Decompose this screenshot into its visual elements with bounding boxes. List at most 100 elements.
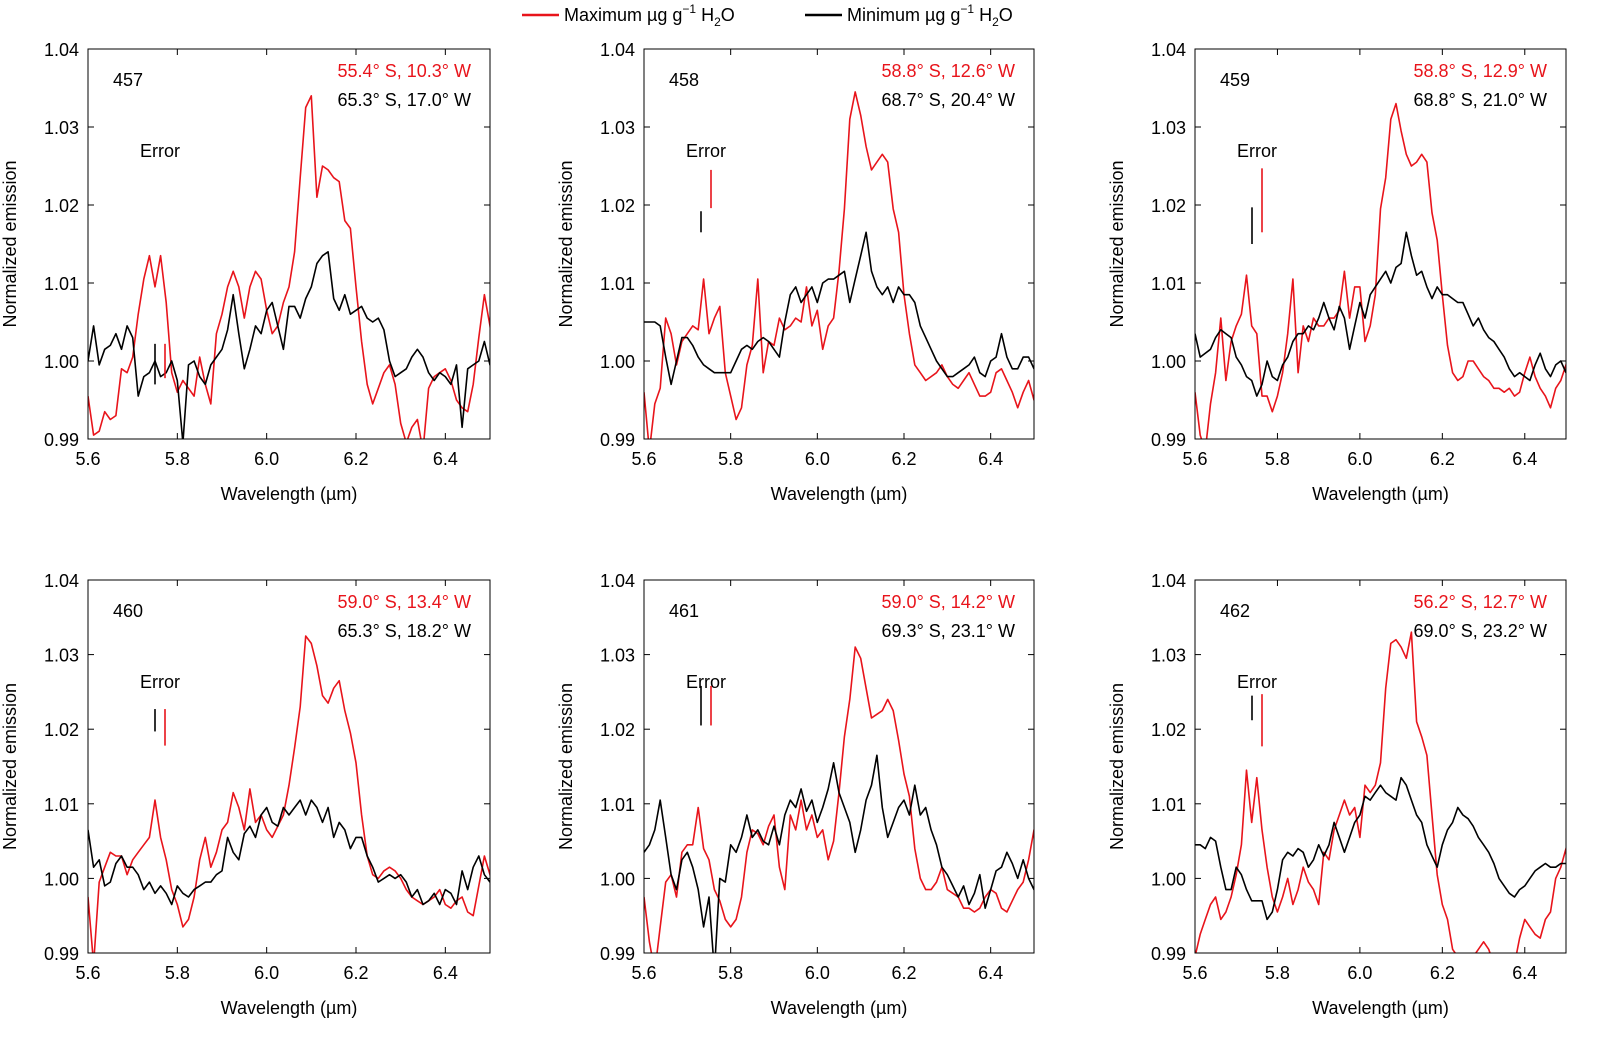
error-label: Error [1237,141,1277,161]
x-tick-label: 6.0 [805,963,830,983]
y-tick-label: 1.04 [44,40,79,60]
y-tick-label: 0.99 [44,430,79,450]
x-axis-label: Wavelength (µm) [771,484,908,504]
y-axis-label: Normalized emission [0,683,20,850]
x-tick-label: 6.4 [433,449,458,469]
y-tick-label: 1.03 [44,118,79,138]
y-tick-label: 1.03 [600,646,635,666]
min-coordinate: 68.8° S, 21.0° W [1414,90,1547,110]
chart-panel-460: 0.99 1.00 1.01 1.02 1.03 1.04 5.6 5.8 6.0 6.2 6.4 W… [0,571,491,1018]
max-coordinate: 58.8° S, 12.9° W [1414,61,1547,81]
x-tick-label: 5.6 [75,963,100,983]
x-tick-label: 6.2 [1430,449,1455,469]
x-tick-label: 6.4 [1512,449,1537,469]
legend-max-label: Maximum µg g−1 H2O [564,2,735,29]
panel-id: 462 [1220,601,1250,621]
y-tick-label: 1.03 [600,118,635,138]
y-tick-label: 1.01 [600,274,635,294]
y-tick-label: 1.01 [44,274,79,294]
y-tick-label: 1.00 [1151,869,1186,889]
max-coordinate: 59.0° S, 14.2° W [882,592,1015,612]
x-tick-label: 6.4 [978,449,1003,469]
min-coordinate: 69.3° S, 23.1° W [882,621,1015,641]
y-tick-label: 1.02 [1151,196,1186,216]
y-axis-label: Normalized emission [1107,683,1127,850]
x-tick-label: 5.8 [1265,449,1290,469]
y-tick-label: 1.04 [600,40,635,60]
x-tick-label: 6.0 [254,449,279,469]
x-tick-label: 6.2 [1430,963,1455,983]
y-tick-label: 1.00 [1151,352,1186,372]
chart-panel-459: 0.99 1.00 1.01 1.02 1.03 1.04 5.6 5.8 6.0 6.2 6.4 W… [1107,40,1567,504]
y-tick-label: 1.04 [44,571,79,591]
y-tick-label: 1.02 [600,720,635,740]
x-tick-label: 6.2 [343,963,368,983]
series-line-maximum [88,635,490,953]
y-tick-label: 1.03 [1151,646,1186,666]
series-line-minimum [88,251,490,439]
x-axis-label: Wavelength (µm) [771,998,908,1018]
y-axis-label: Normalized emission [1107,160,1127,327]
chart-panel-458: 0.99 1.00 1.01 1.02 1.03 1.04 5.6 5.8 6.0 6.2 6.4 W… [556,40,1035,504]
x-tick-label: 5.8 [165,963,190,983]
min-coordinate: 65.3° S, 18.2° W [338,621,471,641]
panel-id: 461 [669,601,699,621]
panel-id: 457 [113,70,143,90]
plot-frame [1194,48,1567,440]
series-line-maximum [1195,631,1566,953]
plot-frame [87,579,491,954]
y-tick-label: 1.02 [44,720,79,740]
x-tick-label: 6.0 [1347,449,1372,469]
y-tick-label: 0.99 [1151,430,1186,450]
x-tick-label: 6.2 [343,449,368,469]
panel-id: 460 [113,601,143,621]
plot-frame [1194,579,1567,954]
max-coordinate: 56.2° S, 12.7° W [1414,592,1547,612]
x-tick-label: 5.6 [631,963,656,983]
series-line-maximum [644,646,1034,953]
min-coordinate: 68.7° S, 20.4° W [882,90,1015,110]
x-tick-label: 5.6 [631,449,656,469]
x-tick-label: 5.8 [718,963,743,983]
x-tick-label: 5.8 [718,449,743,469]
error-label: Error [140,141,180,161]
x-tick-label: 6.4 [1512,963,1537,983]
y-tick-label: 1.01 [44,795,79,815]
x-tick-label: 5.8 [1265,963,1290,983]
max-coordinate: 58.8° S, 12.6° W [882,61,1015,81]
series-line-maximum [644,91,1034,439]
plot-frame [643,579,1035,954]
series-line-minimum [644,231,1034,386]
x-axis-label: Wavelength (µm) [221,998,358,1018]
x-tick-label: 6.0 [1347,963,1372,983]
x-tick-label: 6.4 [433,963,458,983]
panel-id: 459 [1220,70,1250,90]
y-tick-label: 1.01 [1151,274,1186,294]
min-coordinate: 69.0° S, 23.2° W [1414,621,1547,641]
chart-panels: 0.99 1.00 1.01 1.02 1.03 1.04 5.6 5.8 6.0 6.2 6.4 W… [0,40,1567,1018]
y-tick-label: 1.01 [600,795,635,815]
x-axis-label: Wavelength (µm) [1312,484,1449,504]
x-tick-label: 5.6 [1182,449,1207,469]
series-line-maximum [88,95,490,439]
y-tick-label: 1.04 [600,571,635,591]
error-label: Error [1237,672,1277,692]
y-axis-label: Normalized emission [556,683,576,850]
y-axis-label: Normalized emission [0,160,20,327]
error-label: Error [140,672,180,692]
y-tick-label: 0.99 [44,944,79,964]
chart-panel-457: 0.99 1.00 1.01 1.02 1.03 1.04 5.6 5.8 6.0 6.2 6.4 W… [0,40,491,504]
chart-panel-461: 0.99 1.00 1.01 1.02 1.03 1.04 5.6 5.8 6.0 6.2 6.4 W… [556,571,1035,1018]
series-line-minimum [644,754,1034,953]
y-tick-label: 0.99 [1151,944,1186,964]
x-tick-label: 6.2 [891,963,916,983]
panel-id: 458 [669,70,699,90]
y-tick-label: 1.02 [600,196,635,216]
y-tick-label: 1.00 [44,869,79,889]
y-tick-label: 1.04 [1151,40,1186,60]
x-tick-label: 5.6 [75,449,100,469]
x-tick-label: 6.2 [891,449,916,469]
x-axis-label: Wavelength (µm) [1312,998,1449,1018]
series-line-minimum [1195,231,1566,397]
